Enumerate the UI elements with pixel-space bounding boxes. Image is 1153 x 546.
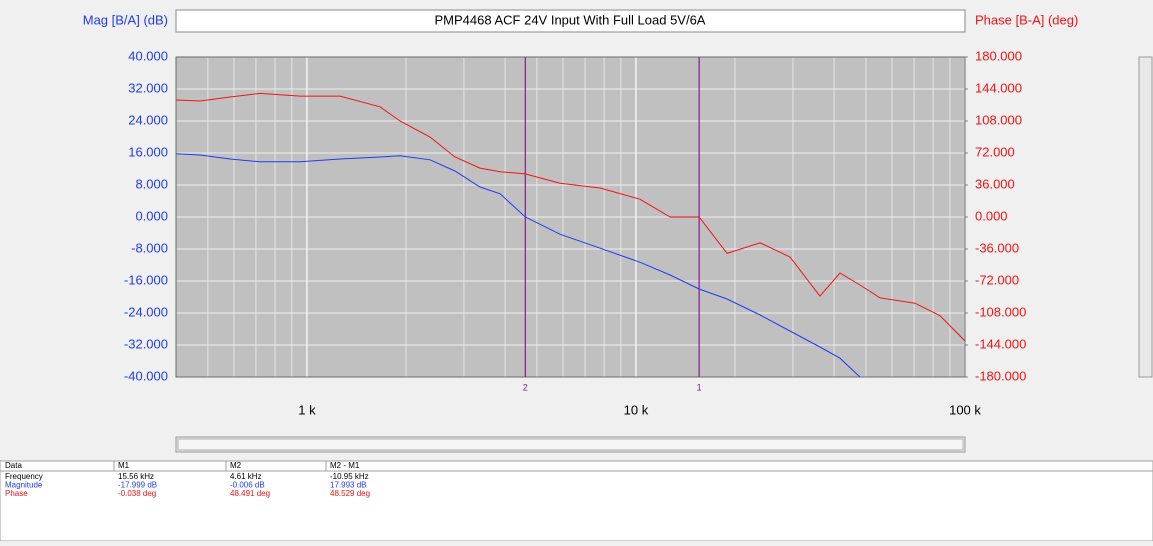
y2-axis-label: Phase [B-A] (deg) — [975, 12, 1078, 27]
scroll-thumb[interactable] — [177, 438, 964, 451]
y-tick-label: 32.000 — [128, 80, 168, 95]
y-tick-label: -8.000 — [131, 240, 168, 255]
table-header: M2 - M1 — [330, 461, 360, 470]
series-line — [175, 92, 966, 342]
table-cell: 15.56 kHz — [118, 472, 154, 481]
table-cell: -0.006 dB — [230, 481, 265, 490]
table-cell: 4.61 kHz — [230, 472, 262, 481]
marker-label: 2 — [523, 382, 528, 392]
x-tick-label: 1 k — [298, 402, 316, 417]
y-tick-label: -16.000 — [124, 272, 168, 287]
y-tick-label: -40.000 — [124, 368, 168, 383]
table-cell: Magnitude — [5, 481, 43, 490]
table-cell: 17.993 dB — [330, 481, 366, 490]
y-tick-label: 40.000 — [128, 48, 168, 63]
y2-tick-label: 180.000 — [975, 48, 1022, 63]
table-cell: 48.491 deg — [230, 489, 270, 498]
y2-tick-label: 144.000 — [975, 80, 1022, 95]
x-tick-label: 10 k — [624, 402, 649, 417]
plot-border — [175, 56, 966, 378]
y-tick-label: 8.000 — [135, 176, 168, 191]
table-cell: -10.95 kHz — [330, 472, 369, 481]
y-tick-label: 0.000 — [135, 208, 168, 223]
table-cell: -17.999 dB — [118, 481, 157, 490]
title-box — [175, 9, 966, 33]
table-cell: 48.529 deg — [330, 489, 370, 498]
table-header: M2 — [230, 461, 242, 470]
marker-label: 1 — [697, 382, 702, 392]
table-cell: Phase — [5, 489, 28, 498]
y-tick-label: -24.000 — [124, 304, 168, 319]
y2-tick-label: 72.000 — [975, 144, 1015, 159]
marker-table — [0, 460, 1153, 542]
y2-tick-label: -72.000 — [975, 272, 1019, 287]
chart-title: PMP4468 ACF 24V Input With Full Load 5V/… — [435, 12, 706, 27]
y2-tick-label: 36.000 — [975, 176, 1015, 191]
table-cell: Frequency — [5, 472, 43, 481]
vertical-scrollbar[interactable] — [1138, 56, 1153, 378]
x-tick-label: 100 k — [949, 402, 981, 417]
y2-tick-label: 0.000 — [975, 208, 1008, 223]
y2-tick-label: -144.000 — [975, 336, 1026, 351]
y-axis-label: Mag [B/A] (dB) — [83, 12, 168, 27]
y-tick-label: -32.000 — [124, 336, 168, 351]
y2-tick-label: -180.000 — [975, 368, 1026, 383]
y-tick-label: 24.000 — [128, 112, 168, 127]
table-header: M1 — [118, 461, 130, 470]
y2-tick-label: -36.000 — [975, 240, 1019, 255]
table-cell: -0.038 deg — [118, 489, 156, 498]
series-line — [175, 153, 861, 378]
y-tick-label: 16.000 — [128, 144, 168, 159]
y2-tick-label: 108.000 — [975, 112, 1022, 127]
table-header: Data — [5, 461, 22, 470]
y2-tick-label: -108.000 — [975, 304, 1026, 319]
